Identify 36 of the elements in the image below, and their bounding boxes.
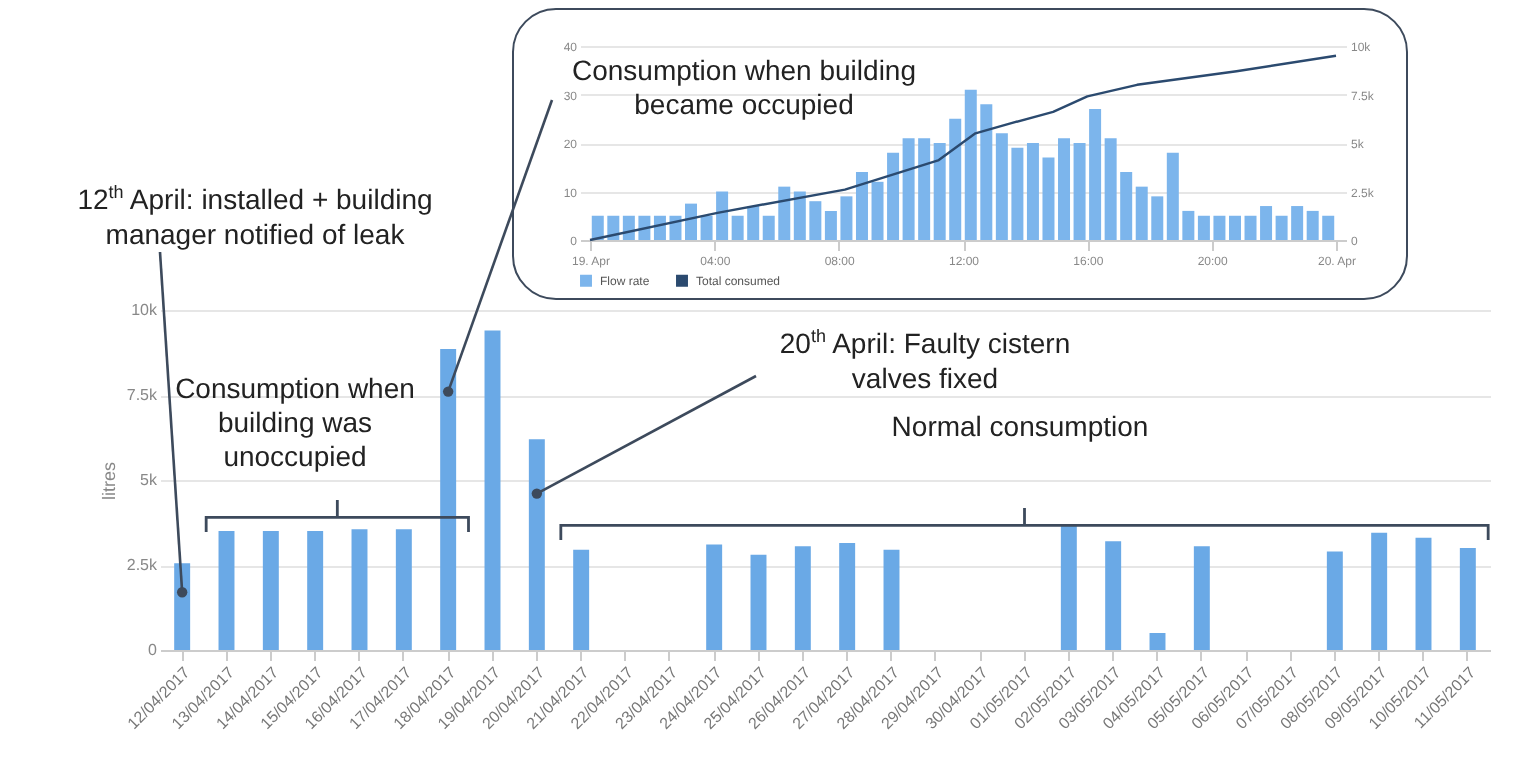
bar [883,549,900,650]
bar [750,554,767,650]
bar [706,544,723,650]
bar [262,531,279,650]
y-axis-title: litres [98,461,119,501]
bar [1060,525,1077,650]
bar [1058,138,1071,240]
bar [1459,548,1476,650]
bar [218,531,235,650]
bar [351,529,368,650]
y-tick-label: 10k [131,301,159,319]
bar [855,172,868,240]
bar [528,439,545,650]
bar [395,529,412,650]
bar [1105,541,1122,650]
bar [1371,532,1388,650]
bar [484,330,501,650]
bar [307,531,324,650]
y-tick-label: 5k [140,471,159,489]
bar [1193,546,1210,650]
bar [440,349,457,650]
bar [1228,215,1241,240]
bar [685,203,698,240]
y-tick-label: 2.5k [126,556,159,574]
annotation: Consumption when building was unoccupied [173,372,417,474]
bar [1149,633,1166,650]
y-tick-label: 7.5k [126,386,159,404]
bar [839,542,856,650]
annotation: 12$^{th}$ April: installed + building manager notified of leak [75,180,435,252]
bar [1415,537,1432,650]
bar [794,546,811,650]
annotation: Normal consumption [889,410,1151,444]
bar [1326,551,1343,650]
annotation: 20$^{th}$ April: Faulty cistern valves fixed [777,324,1073,396]
bar [573,549,590,650]
y-tick-label: 0 [148,641,159,659]
